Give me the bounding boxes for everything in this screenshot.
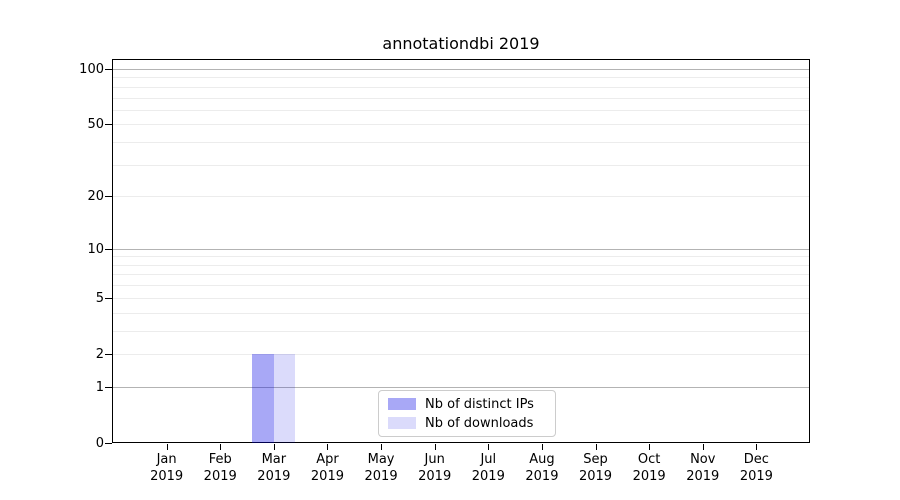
y-tick-mark: [105, 248, 112, 250]
y-tick-label: 1: [95, 379, 104, 395]
y-tick-mark: [105, 297, 112, 299]
y-tick-mark: [105, 124, 112, 126]
x-tick-mark: [541, 444, 543, 450]
y-gridline-minor: [113, 142, 809, 144]
x-tick-label: Apr 2019: [310, 452, 344, 484]
bar-distinct-ips: [252, 353, 274, 443]
y-tick-label: 5: [95, 290, 104, 306]
y-tick-label: 0: [95, 436, 104, 451]
x-tick-mark: [649, 444, 651, 450]
x-tick-mark: [756, 444, 758, 450]
y-gridline-minor: [113, 256, 809, 258]
legend-item-distinct-ips: Nb of distinct IPs: [388, 397, 546, 412]
legend-swatch-downloads-icon: [388, 417, 416, 429]
y-gridline-major: [113, 69, 809, 70]
legend-label-downloads: Nb of downloads: [425, 415, 534, 431]
y-gridline-minor: [113, 312, 809, 314]
y-gridline-minor: [113, 97, 809, 99]
x-tick-mark: [273, 444, 275, 450]
x-tick-label: Mar 2019: [257, 452, 291, 484]
y-tick-mark: [105, 386, 112, 388]
y-tick-mark: [105, 443, 112, 444]
x-tick-mark: [327, 444, 329, 450]
chart-title: annotationdbi 2019: [382, 34, 540, 53]
y-gridline-minor: [113, 285, 809, 287]
x-tick-mark: [166, 444, 168, 450]
bar-downloads: [273, 353, 296, 443]
y-gridline-minor: [113, 109, 809, 111]
y-gridline-minor: [113, 353, 809, 355]
x-tick-mark: [595, 444, 597, 450]
legend-item-downloads: Nb of downloads: [388, 416, 546, 431]
plot-area: [112, 59, 810, 443]
x-tick-mark: [488, 444, 490, 450]
y-gridline-minor: [113, 124, 809, 126]
y-tick-label: 100: [79, 62, 104, 77]
legend: Nb of distinct IPs Nb of downloads: [378, 390, 556, 437]
x-tick-label: Oct 2019: [632, 452, 666, 484]
x-tick-mark: [381, 444, 383, 450]
y-gridline-minor: [113, 330, 809, 332]
y-tick-mark: [105, 69, 112, 70]
x-tick-mark: [220, 444, 222, 450]
x-tick-label: Sep 2019: [578, 452, 613, 484]
legend-swatch-distinct-ips-icon: [388, 398, 416, 410]
y-tick-mark: [105, 353, 112, 355]
x-tick-label: Aug 2019: [525, 452, 559, 484]
y-tick-mark: [105, 196, 112, 198]
x-tick-label: May 2019: [364, 452, 398, 484]
x-tick-mark: [434, 444, 436, 450]
x-tick-label: Feb 2019: [203, 452, 237, 484]
x-tick-label: Jun 2019: [418, 452, 452, 484]
x-tick-label: Nov 2019: [686, 452, 720, 484]
y-gridline-minor: [113, 264, 809, 266]
y-tick-label: 10: [87, 241, 104, 257]
y-gridline-minor: [113, 196, 809, 198]
x-tick-mark: [702, 444, 704, 450]
y-gridline-minor: [113, 77, 809, 79]
y-tick-label: 20: [87, 189, 104, 205]
y-gridline-minor: [113, 274, 809, 276]
y-tick-label: 50: [87, 117, 104, 133]
x-tick-label: Jan 2019: [150, 452, 184, 484]
y-gridline-minor: [113, 86, 809, 88]
y-gridline-major: [113, 248, 809, 250]
x-tick-label: Dec 2019: [739, 452, 773, 484]
y-gridline-major: [113, 386, 809, 388]
legend-label-distinct-ips: Nb of distinct IPs: [425, 396, 534, 412]
y-gridline-minor: [113, 164, 809, 166]
y-tick-label: 2: [95, 346, 104, 362]
y-gridline-minor: [113, 297, 809, 299]
x-tick-label: Jul 2019: [471, 452, 505, 484]
